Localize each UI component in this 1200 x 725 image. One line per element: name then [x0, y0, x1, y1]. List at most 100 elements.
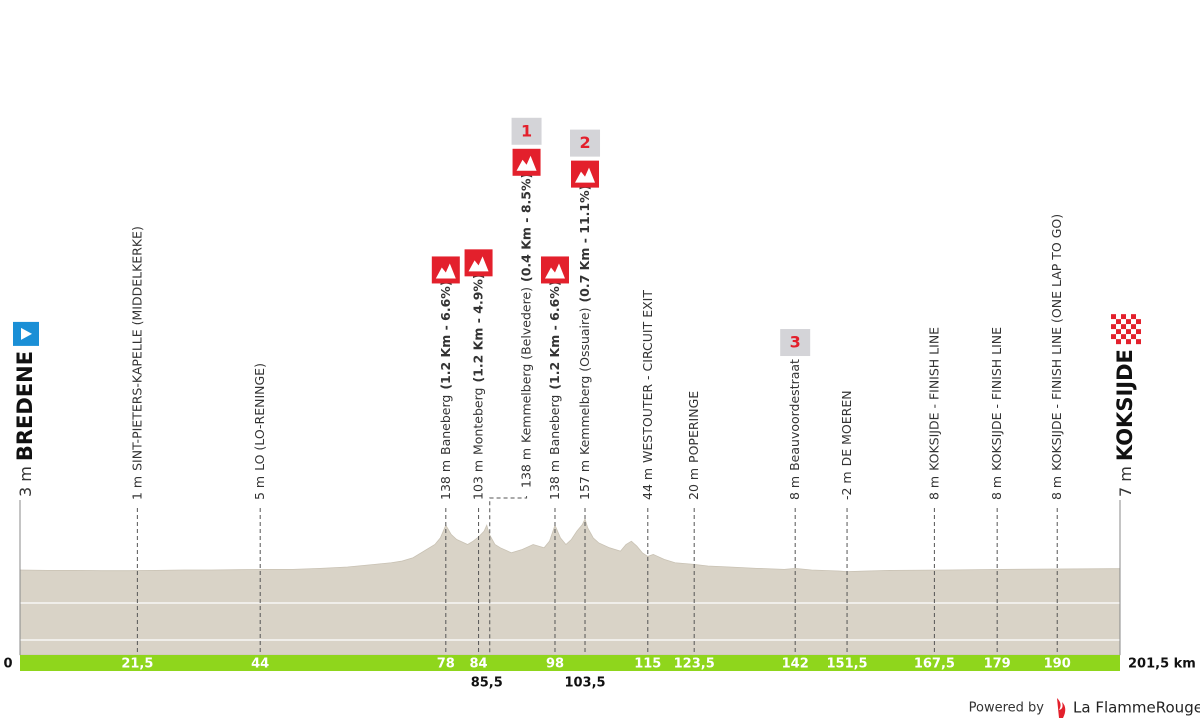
waypoint-name: BREDENE: [13, 351, 37, 461]
finish-check: [1111, 319, 1116, 325]
waypoint-label: 44 m WESTOUTER - CIRCUIT EXIT: [639, 290, 654, 500]
waypoint-label: 157 m Kemmelberg (Ossuaire) (0.7 Km - 11.1…: [577, 185, 592, 500]
waypoint-label: 3 m BREDENE: [13, 351, 37, 497]
climb-mountain: [544, 263, 565, 279]
finish-check: [1111, 339, 1116, 345]
finish-check: [1126, 319, 1131, 325]
climb-icon: [464, 249, 493, 277]
finish-check: [1136, 319, 1141, 325]
waypoint-elevation: 103 m: [470, 460, 485, 500]
climb-info: (0.4 Km - 8.5%): [518, 173, 533, 282]
waypoint-name: Kemmelberg (Belvedere): [518, 287, 533, 443]
finish-check: [1136, 324, 1141, 330]
km-label: 98: [546, 657, 564, 672]
waypoint-name: WESTOUTER - CIRCUIT EXIT: [639, 290, 654, 463]
km-label: 78: [437, 657, 455, 672]
climb-icon: [571, 160, 600, 188]
waypoint-label: 103 m Monteberg (1.2 Km - 4.9%): [470, 273, 485, 500]
km-label: 103,5: [564, 676, 605, 691]
waypoint-elevation: 3 m: [16, 466, 35, 497]
finish-check: [1126, 334, 1131, 340]
waypoint-name: KOKSIJDE - FINISH LINE: [926, 327, 941, 471]
km-label: 151,5: [826, 657, 867, 672]
km-label: 123,5: [674, 657, 715, 672]
km-label: 167,5: [914, 657, 955, 672]
finish-flag: [1111, 314, 1141, 345]
waypoint-elevation: 7 m: [1116, 466, 1135, 497]
climb-info: (1.2 Km - 6.6%): [437, 280, 452, 389]
waypoint-label: 8 m KOKSIJDE - FINISH LINE (ONE LAP TO GO…: [1049, 214, 1064, 500]
waypoint-name: DE MOEREN: [839, 390, 854, 466]
finish-check: [1136, 314, 1141, 320]
climb-icon: [540, 256, 569, 284]
km-label: 85,5: [471, 676, 503, 691]
start-flag-arrow: [21, 327, 32, 340]
climb-mountain: [468, 256, 489, 272]
waypoint-elevation: 138 m: [518, 448, 533, 488]
finish-check: [1116, 339, 1121, 345]
finish-check: [1126, 324, 1131, 330]
powered-by: Powered by: [969, 701, 1045, 716]
finish-check: [1136, 329, 1141, 335]
km-label: 115: [634, 657, 661, 672]
km-label: 44: [251, 657, 269, 672]
waypoint-name: KOKSIJDE - FINISH LINE (ONE LAP TO GO): [1049, 214, 1064, 471]
waypoint-name: POPERINGE: [686, 391, 701, 463]
finish-check: [1111, 329, 1116, 335]
waypoint-name: Beauvoordestraat: [787, 359, 802, 471]
finish-check: [1136, 334, 1141, 340]
waypoint-elevation: -2 m: [839, 471, 854, 500]
km-label: 0: [3, 657, 12, 672]
waypoint-label: 5 m LO (LO-RENINGE): [252, 363, 267, 500]
climb-mountain: [575, 167, 596, 183]
waypoint-elevation: 1 m: [129, 476, 144, 500]
finish-check: [1121, 319, 1126, 325]
waypoint-label: 8 m KOKSIJDE - FINISH LINE: [989, 327, 1004, 500]
finish-check: [1126, 314, 1131, 320]
km-label: 179: [984, 657, 1011, 672]
finish-check: [1111, 334, 1116, 340]
brand-name: La FlammeRouge: [1073, 699, 1200, 717]
waypoint-label: 20 m POPERINGE: [686, 391, 701, 500]
waypoint-label: 8 m Beauvoordestraat: [787, 359, 802, 500]
climb-mountain: [435, 263, 456, 279]
waypoint-label: -2 m DE MOEREN: [839, 390, 854, 500]
waypoint-label: 138 m Baneberg (1.2 Km - 6.6%): [437, 280, 452, 500]
waypoint-elevation: 8 m: [1049, 476, 1064, 500]
waypoint-elevation: 8 m: [989, 476, 1004, 500]
waypoint-name: SINT-PIETERS-KAPELLE (MIDDELKERKE): [129, 226, 144, 471]
sprint-number: 2: [579, 133, 590, 152]
waypoint-name: KOKSIJDE - FINISH LINE: [989, 327, 1004, 471]
finish-check: [1116, 324, 1121, 330]
km-bar: [20, 655, 1120, 671]
finish-check: [1111, 314, 1116, 320]
finish-check: [1121, 339, 1126, 345]
climb-info: (0.7 Km - 11.1%): [577, 185, 592, 303]
climb-mountain: [516, 155, 537, 171]
waypoint-elevation: 138 m: [437, 460, 452, 500]
waypoint-elevation: 8 m: [926, 476, 941, 500]
finish-check: [1131, 319, 1136, 325]
km-label: 84: [470, 657, 488, 672]
waypoint-elevation: 5 m: [252, 476, 267, 500]
waypoint-name: Kemmelberg (Ossuaire): [577, 308, 592, 455]
waypoint-elevation: 8 m: [787, 476, 802, 500]
waypoint-elevation: 20 m: [686, 468, 701, 500]
finish-check: [1116, 334, 1121, 340]
waypoint-elevation: 138 m: [546, 460, 561, 500]
finish-check: [1116, 319, 1121, 325]
km-label: 21,5: [121, 657, 153, 672]
sprint-number: 1: [521, 121, 532, 140]
finish-check: [1126, 339, 1131, 345]
sprint-number: 3: [790, 333, 801, 352]
climb-info: (1.2 Km - 6.6%): [546, 280, 561, 389]
waypoint-name: Baneberg: [437, 395, 452, 455]
terrain: [19, 517, 1121, 656]
climb-icon: [431, 256, 460, 284]
finish-check: [1111, 324, 1116, 330]
km-label: 142: [782, 657, 809, 672]
finish-check: [1131, 339, 1136, 345]
waypoint-name: KOKSIJDE: [1113, 349, 1137, 461]
finish-check: [1131, 334, 1136, 340]
